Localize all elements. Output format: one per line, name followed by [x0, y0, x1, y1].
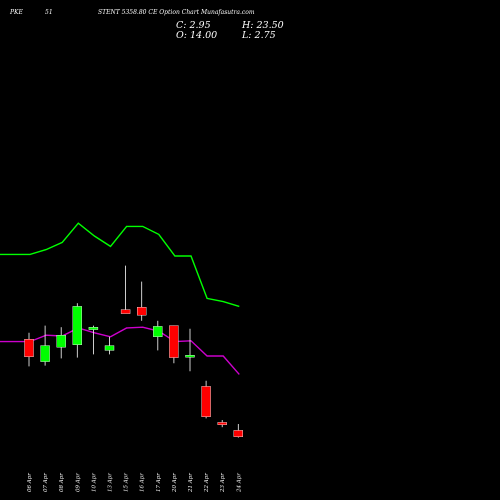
candle-body [56, 335, 66, 348]
candle [104, 336, 115, 355]
candle [120, 265, 131, 314]
x-tick-label: 10 Apr [91, 473, 97, 492]
x-tick-label: 07 Apr [43, 473, 49, 492]
candle-body [201, 386, 211, 417]
candle-body [24, 339, 34, 358]
candle [136, 281, 147, 321]
close-value: C: 2.95 [176, 20, 211, 31]
candle [56, 327, 66, 359]
x-tick-label: 21 Apr [188, 473, 194, 493]
symbol-label: PKE [9, 9, 24, 16]
candle-body [153, 326, 163, 337]
x-tick-label: 20 Apr [172, 473, 178, 493]
candle-body [72, 306, 83, 345]
candle-body [120, 309, 131, 314]
candle [169, 325, 179, 364]
x-tick-label: 22 Apr [204, 473, 210, 493]
candle [24, 332, 34, 367]
candle-body [40, 345, 50, 362]
open-value: O: 14.00 [176, 30, 217, 41]
chart-title: STENT 5358.80 CE Option Chart Munafasutr… [98, 9, 255, 16]
lower-band-line [0, 326, 240, 375]
x-tick-label: 09 Apr [75, 473, 81, 492]
candle [233, 424, 244, 438]
x-tick-label: 15 Apr [124, 473, 130, 492]
candle [185, 328, 195, 372]
x-tick-label: 16 Apr [140, 473, 146, 492]
candles [24, 265, 244, 438]
candle-body [233, 430, 244, 437]
candle [72, 303, 83, 358]
upper-band-line [0, 222, 240, 308]
x-tick-label: 06 Apr [27, 473, 33, 492]
candle-body [88, 327, 99, 330]
candle [88, 325, 99, 355]
candle-body [217, 422, 227, 425]
candle-body [104, 345, 115, 351]
x-tick-label: 08 Apr [59, 473, 65, 492]
candle [153, 320, 163, 351]
low-value: L: 2.75 [241, 30, 276, 41]
candle [40, 325, 50, 366]
x-axis-ticks: 06 Apr 07 Apr 08 Apr 09 Apr 10 Apr 13 Apr 15 A… [27, 473, 242, 493]
x-tick-label: 23 Apr [220, 473, 226, 493]
series-label: 51 [45, 9, 53, 16]
candle [201, 380, 211, 419]
x-tick-label: 13 Apr [108, 473, 114, 492]
high-value: H: 23.50 [241, 20, 284, 31]
band-lines [0, 222, 240, 375]
candle-body [185, 355, 195, 358]
candle [217, 420, 227, 428]
candle-body [136, 307, 147, 316]
x-tick-label: 17 Apr [156, 473, 162, 492]
x-tick-label: 24 Apr [236, 473, 242, 493]
candle-body [169, 325, 179, 358]
